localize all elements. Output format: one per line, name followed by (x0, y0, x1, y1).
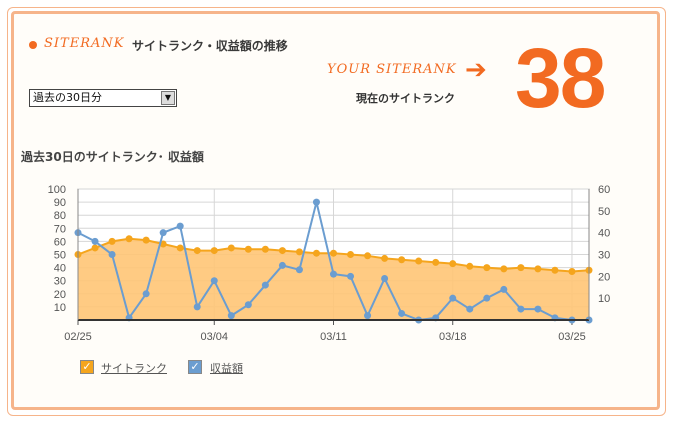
rank-point (364, 252, 372, 260)
rank-point (517, 264, 525, 272)
rank-point (432, 258, 440, 266)
rank-point (142, 236, 150, 244)
revenue-point (449, 294, 457, 302)
left-tick-label: 40 (54, 263, 66, 275)
legend-rank-checkbox[interactable]: ✓ (80, 360, 94, 374)
left-tick-label: 90 (54, 197, 66, 209)
rank-point (210, 247, 218, 255)
rank-point (568, 268, 576, 276)
rank-point (261, 245, 269, 253)
left-tick-label: 100 (48, 184, 66, 196)
revenue-point (347, 272, 355, 280)
left-tick-label: 80 (54, 210, 66, 222)
triangle-down-icon[interactable]: ▼ (161, 91, 175, 105)
rank-point (176, 244, 184, 252)
period-select[interactable]: 過去の30日分 ▼ (29, 89, 177, 107)
revenue-point (227, 312, 235, 320)
revenue-point (91, 237, 99, 245)
right-tick-label: 20 (598, 271, 610, 283)
current-rank-value: 38 (515, 31, 606, 125)
revenue-point (500, 285, 508, 293)
arrow-right-icon: ➔ (465, 55, 487, 85)
rank-point (295, 248, 303, 256)
revenue-point (483, 294, 491, 302)
revenue-point (534, 305, 542, 313)
revenue-point (330, 270, 337, 278)
left-tick-label: 10 (54, 302, 66, 314)
rank-point (278, 247, 286, 255)
revenue-point (244, 301, 252, 309)
revenue-point (176, 222, 184, 230)
revenue-point (142, 290, 150, 298)
revenue-point (517, 305, 525, 313)
rank-point (227, 244, 235, 252)
revenue-point (159, 229, 167, 237)
chart-title: 過去30日のサイトランク･ 収益額 (21, 150, 204, 164)
left-tick-label: 20 (54, 289, 66, 301)
rank-point (466, 262, 474, 270)
bullet-dot-icon (29, 41, 37, 49)
revenue-point (295, 266, 303, 274)
right-tick-label: 30 (598, 250, 610, 262)
revenue-point (193, 303, 201, 311)
rank-point (381, 254, 389, 262)
left-tick-label: 70 (54, 223, 66, 235)
rank-point (449, 260, 457, 268)
rank-point (551, 266, 559, 274)
rank-point (534, 265, 542, 273)
rank-point (244, 245, 252, 253)
x-tick-label: 03/11 (320, 331, 347, 343)
revenue-point (210, 277, 218, 285)
left-tick-label: 30 (54, 276, 66, 288)
left-tick-label: 50 (54, 250, 66, 262)
rank-point (330, 249, 337, 257)
revenue-point (108, 251, 116, 258)
legend-rank-label[interactable]: サイトランク (101, 362, 167, 375)
left-tick-label: 60 (54, 236, 66, 248)
legend-revenue-checkbox[interactable]: ✓ (188, 360, 202, 374)
your-siterank-label: YOUR SITERANK (327, 62, 457, 77)
brand-logo: SITERANK (44, 36, 125, 51)
page-title: サイトランク・収益額の推移 (132, 39, 288, 53)
rank-point (108, 237, 116, 245)
x-tick-label: 02/25 (64, 331, 92, 343)
rank-area-fill (78, 238, 589, 320)
revenue-point (398, 309, 406, 317)
rank-point (312, 249, 320, 257)
rank-point (193, 247, 201, 255)
rank-point (398, 256, 406, 264)
outer-frame (7, 7, 666, 416)
revenue-point (381, 275, 389, 283)
right-tick-label: 40 (598, 228, 610, 240)
legend-revenue-label[interactable]: 収益額 (210, 362, 243, 375)
rank-point (347, 251, 355, 258)
revenue-point (466, 305, 474, 313)
x-tick-label: 03/25 (558, 331, 586, 343)
rank-point (125, 235, 133, 243)
rank-point (91, 244, 99, 252)
x-tick-label: 03/04 (201, 331, 229, 343)
rank-point (415, 257, 423, 265)
revenue-point (312, 198, 320, 206)
x-tick-label: 03/18 (439, 331, 467, 343)
current-rank-label: 現在のサイトランク (356, 92, 455, 105)
right-tick-label: 60 (598, 184, 610, 196)
rank-point (483, 264, 491, 272)
rank-point (500, 265, 508, 273)
revenue-point (278, 261, 286, 269)
revenue-point (364, 312, 372, 320)
right-tick-label: 50 (598, 206, 610, 218)
period-select-value: 過去の30日分 (33, 91, 102, 104)
right-tick-label: 10 (598, 293, 610, 305)
revenue-point (261, 281, 269, 289)
